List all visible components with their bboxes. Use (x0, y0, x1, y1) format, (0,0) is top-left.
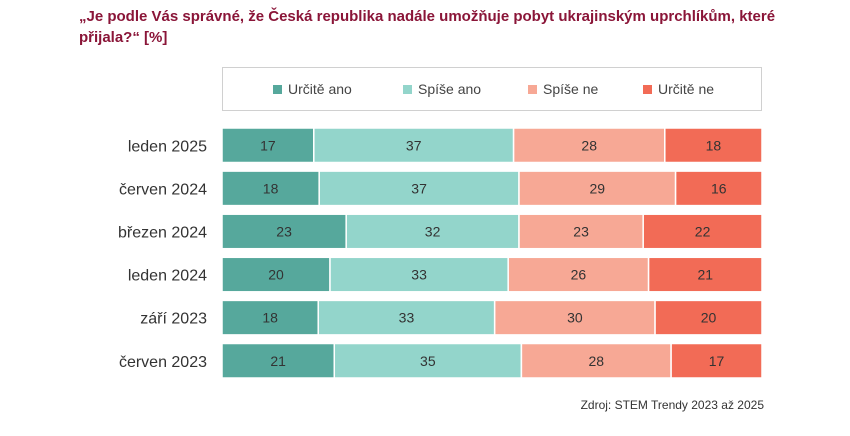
chart-title: „Je podle Vás správné, že Česká republik… (79, 8, 776, 46)
legend-swatch (403, 84, 412, 94)
data-label: 17 (260, 137, 276, 153)
bar-segment (313, 127, 515, 164)
legend-swatch (528, 84, 537, 94)
legend-item-urcite-ne: Určitě ne (643, 68, 714, 110)
bar-segment (518, 213, 644, 250)
data-label: 33 (399, 310, 415, 326)
category-label: červen 2024 (119, 181, 207, 198)
data-label: 33 (411, 267, 427, 283)
data-label: 35 (420, 353, 436, 369)
bar-segment (317, 299, 496, 336)
bar-segment (345, 213, 520, 250)
category-label: leden 2024 (128, 268, 207, 285)
legend-label: Určitě ano (288, 81, 352, 97)
data-label: 30 (567, 310, 583, 326)
data-label: 32 (425, 223, 441, 239)
bar-segment (493, 299, 656, 336)
data-label: 20 (701, 310, 717, 326)
legend-item-urcite-ano: Určitě ano (273, 68, 352, 110)
legend-label: Určitě ne (658, 81, 715, 97)
data-label: 18 (262, 310, 278, 326)
data-label: 29 (590, 180, 606, 196)
data-label: 28 (588, 353, 604, 369)
data-label: 17 (709, 353, 725, 369)
bar-segment (221, 127, 315, 164)
bar-segment (670, 342, 763, 379)
data-label: 21 (270, 353, 286, 369)
bar-segment (647, 256, 763, 293)
data-label: 37 (411, 180, 427, 196)
legend-label: Spíše ano (418, 81, 482, 97)
source-note: Zdroj: STEM Trendy 2023 až 2025 (580, 398, 764, 412)
chart-legend: Určitě ano Spíše ano Spíše ne Určitě ne (222, 67, 762, 111)
data-label: 18 (263, 180, 279, 196)
data-label: 23 (573, 223, 589, 239)
category-label: červen 2023 (119, 354, 207, 371)
legend-swatch (643, 84, 652, 94)
data-label: 16 (711, 180, 727, 196)
bar-segment (221, 299, 319, 336)
bar-segment (518, 170, 677, 207)
category-label: leden 2025 (128, 138, 207, 155)
bar-segment (654, 299, 763, 336)
data-label: 37 (406, 137, 422, 153)
category-label: září 2023 (140, 311, 207, 328)
bar-segment (674, 170, 763, 207)
bar-segment (333, 342, 523, 379)
data-label: 22 (695, 223, 711, 239)
data-label: 26 (571, 267, 587, 283)
bar-segment (664, 127, 763, 164)
bar-segment (520, 342, 672, 379)
data-label: 18 (706, 137, 722, 153)
data-label: 21 (698, 267, 714, 283)
legend-item-spise-ne: Spíše ne (528, 68, 598, 110)
data-label: 20 (268, 267, 284, 283)
category-label: březen 2024 (118, 224, 207, 241)
legend-label: Spíše ne (543, 81, 599, 97)
legend-item-spise-ano: Spíše ano (403, 68, 481, 110)
legend-swatch (273, 84, 282, 94)
data-label: 28 (581, 137, 597, 153)
bar-segment (642, 213, 763, 250)
data-label: 23 (276, 223, 292, 239)
bar-segment (221, 213, 347, 250)
